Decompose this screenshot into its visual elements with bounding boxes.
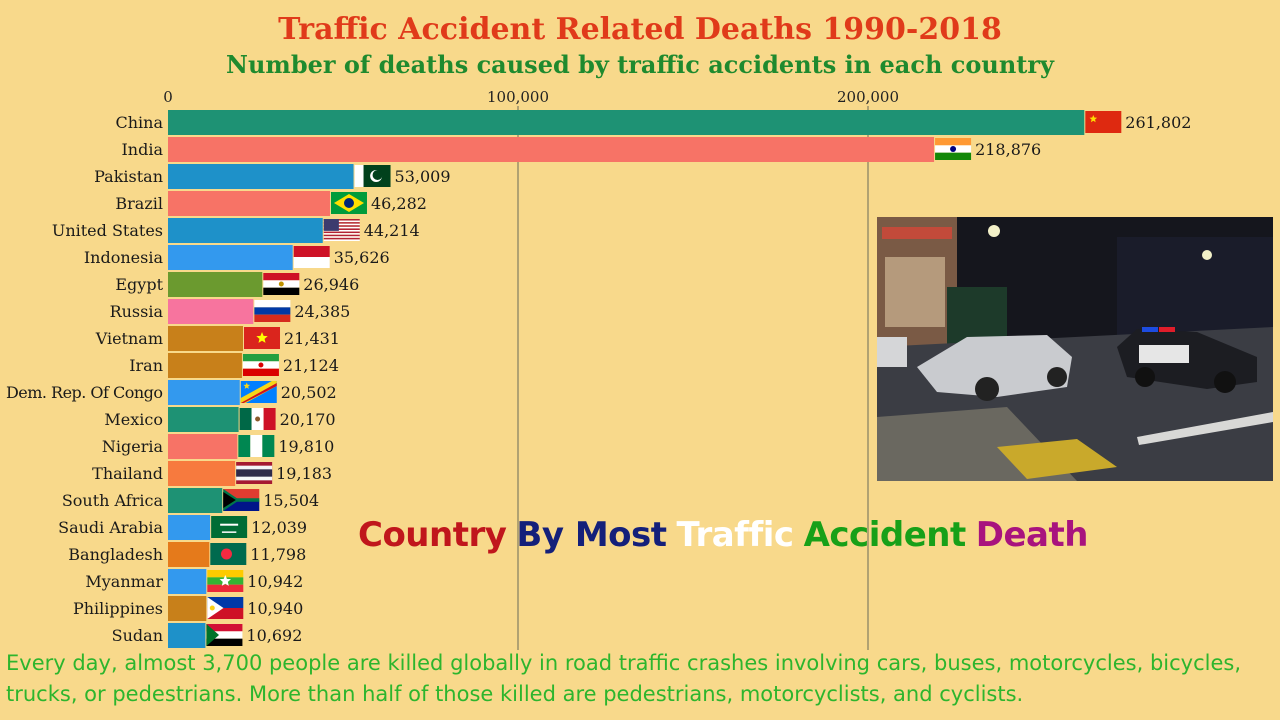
bar — [168, 299, 254, 324]
category-label: Indonesia — [84, 248, 164, 267]
category-label: United States — [52, 221, 163, 240]
flag-indonesia-icon — [293, 246, 330, 268]
value-label: 46,282 — [371, 194, 427, 213]
flag-mexico-icon — [239, 408, 276, 430]
car-crash-photo — [877, 217, 1273, 481]
value-label: 20,170 — [280, 410, 336, 429]
bar — [168, 326, 244, 351]
category-label: Philippines — [73, 599, 163, 618]
value-label: 44,214 — [364, 221, 420, 240]
bar — [168, 407, 239, 432]
bar — [168, 596, 207, 621]
value-label: 218,876 — [975, 140, 1041, 159]
bar — [168, 569, 207, 594]
category-label: Myanmar — [85, 572, 163, 591]
bar — [168, 515, 211, 540]
bar — [168, 110, 1085, 135]
category-label: China — [115, 113, 163, 132]
bar — [168, 434, 238, 459]
bar — [168, 272, 263, 297]
bar — [168, 542, 210, 567]
value-label: 26,946 — [303, 275, 359, 294]
flag-south-africa-icon — [223, 489, 260, 511]
category-label: Brazil — [115, 194, 163, 213]
chart-subtitle: Number of deaths caused by traffic accid… — [226, 50, 1054, 79]
value-label: 261,802 — [1125, 113, 1191, 132]
flag-india-icon — [935, 138, 972, 160]
chart-title: Traffic Accident Related Deaths 1990-201… — [278, 12, 1002, 47]
category-label: Sudan — [112, 626, 163, 645]
flag-bangladesh-icon — [210, 543, 247, 565]
category-label: Dem. Rep. Of Congo — [6, 383, 163, 402]
flag-brazil-icon — [330, 192, 367, 214]
value-label: 10,940 — [247, 599, 303, 618]
flag-philippines-icon — [207, 597, 244, 619]
value-label: 19,810 — [278, 437, 334, 456]
category-label: Nigeria — [102, 437, 164, 456]
bar — [168, 137, 935, 162]
flag-china-icon — [1085, 111, 1122, 133]
category-label: Russia — [110, 302, 164, 321]
slogan-word: Death — [975, 515, 1089, 555]
value-label: 53,009 — [395, 167, 451, 186]
flag-saudi-arabia-icon — [211, 516, 248, 538]
value-label: 21,124 — [283, 356, 339, 375]
bar — [168, 353, 242, 378]
flag-russia-icon — [254, 300, 291, 322]
flag-thailand-icon — [236, 462, 273, 484]
flag-nigeria-icon — [238, 435, 275, 457]
value-label: 15,504 — [263, 491, 319, 510]
x-tick-label: 100,000 — [487, 88, 549, 106]
flag-iran-icon — [242, 354, 279, 376]
category-label: Egypt — [115, 275, 163, 294]
value-label: 24,385 — [294, 302, 350, 321]
value-label: 19,183 — [276, 464, 332, 483]
bar — [168, 164, 354, 189]
value-label: 10,692 — [246, 626, 302, 645]
footer-caption: Every day, almost 3,700 people are kille… — [6, 651, 1242, 706]
bar — [168, 191, 330, 216]
bar — [168, 245, 293, 270]
flag-egypt-icon — [263, 273, 300, 295]
slogan-word: Traffic — [676, 515, 795, 555]
slogan-word: Country — [358, 515, 507, 555]
bar — [168, 488, 223, 513]
value-label: 20,502 — [281, 383, 337, 402]
value-label: 11,798 — [250, 545, 306, 564]
category-label: Pakistan — [94, 167, 163, 186]
bar — [168, 461, 236, 486]
flag-dr-congo-icon — [240, 381, 277, 403]
slogan-word: Accident — [803, 515, 967, 555]
flag-myanmar-icon — [207, 570, 244, 592]
bar — [168, 623, 206, 648]
flag-sudan-icon — [206, 624, 243, 646]
category-label: India — [121, 140, 163, 159]
category-label: Bangladesh — [68, 545, 163, 564]
category-label: South Africa — [62, 491, 164, 510]
category-label: Mexico — [104, 410, 163, 429]
value-label: 35,626 — [334, 248, 390, 267]
value-label: 10,942 — [247, 572, 303, 591]
category-label: Vietnam — [95, 329, 163, 348]
value-label: 12,039 — [251, 518, 307, 537]
flag-vietnam-icon — [244, 327, 281, 349]
flag-pakistan-icon — [354, 165, 391, 187]
category-label: Saudi Arabia — [58, 518, 163, 537]
category-label: Thailand — [92, 464, 163, 483]
x-tick-label: 0 — [163, 88, 173, 106]
bar — [168, 218, 323, 243]
flag-united-states-icon — [323, 219, 360, 241]
category-label: Iran — [129, 356, 163, 375]
value-label: 21,431 — [284, 329, 340, 348]
bar — [168, 380, 240, 405]
slogan: Country By Most Traffic Accident Death — [358, 515, 1098, 555]
x-tick-label: 200,000 — [837, 88, 899, 106]
slogan-word: By Most — [516, 515, 667, 555]
